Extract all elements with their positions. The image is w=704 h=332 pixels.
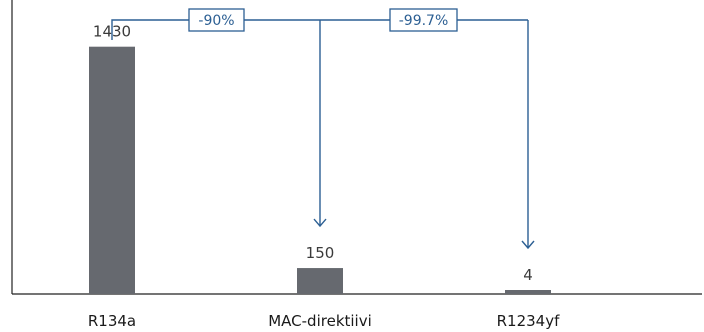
value-label-mac-direktiivi: 150 — [306, 244, 335, 262]
callout-arrowhead-r1234yf — [521, 240, 535, 250]
callout-label-group-90: -90% — [188, 8, 245, 32]
category-label-r1234yf: R1234yf — [497, 312, 560, 330]
callout-label-group-99-7: -99.7% — [389, 8, 458, 32]
category-label-r134a: R134a — [88, 312, 136, 330]
callout-box-90 — [188, 8, 245, 32]
callout-arrowhead-mac-direktiivi — [313, 218, 327, 228]
callout-label-90: -90% — [198, 13, 234, 29]
callout-lines-layer — [111, 19, 535, 250]
value-label-r1234yf: 4 — [523, 266, 533, 284]
bar-r1234yf — [505, 290, 551, 294]
callout-label-99-7: -99.7% — [399, 13, 449, 29]
bar-r134a — [89, 46, 135, 294]
bars-layer — [89, 46, 551, 294]
bar-mac-direktiivi — [297, 268, 343, 294]
callout-box-99-7 — [389, 8, 458, 32]
labels-layer: 1430 R134a 150 MAC-direktiivi 4 R1234yf — [88, 23, 560, 330]
value-label-r134a: 1430 — [93, 23, 131, 41]
category-label-mac-direktiivi: MAC-direktiivi — [268, 312, 372, 330]
callout-bracket-line — [111, 19, 528, 40]
